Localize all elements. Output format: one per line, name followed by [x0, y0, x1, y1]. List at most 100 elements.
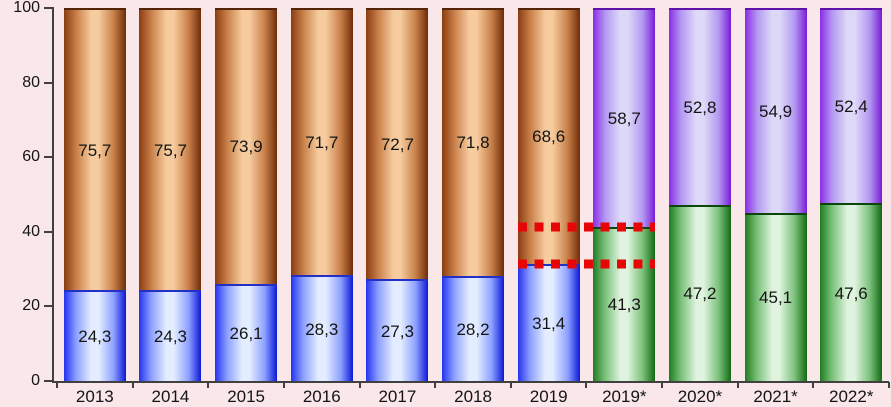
- top-segment: 72,7: [366, 8, 429, 280]
- y-axis-tick-label: 60: [22, 148, 40, 166]
- x-axis-category-label: 2019*: [602, 387, 647, 406]
- top-segment: 75,7: [139, 8, 202, 291]
- top-segment: 73,9: [215, 8, 278, 284]
- bottom-segment-value-label: 27,3: [380, 321, 414, 341]
- top-segment: 75,7: [63, 8, 126, 291]
- top-segment-value-label: 68,6: [532, 127, 566, 147]
- bar-slot: 52,4 47,6: [813, 8, 889, 381]
- x-axis-tick: [56, 382, 58, 388]
- top-segment: 52,4: [820, 8, 883, 204]
- x-axis-line: [52, 381, 889, 383]
- top-segment-value-label: 58,7: [607, 108, 641, 128]
- bar-slot: 71,8 28,2: [435, 8, 511, 381]
- bars-area: 75,7 24,3 75,7 24,3 73,9 26,1 71,7 28,3 72,7 27,3…: [57, 8, 889, 381]
- x-axis-category-label: 2016: [302, 387, 341, 406]
- y-axis-tick-label: 80: [22, 73, 40, 91]
- stacked-bar: 52,4 47,6: [820, 8, 883, 381]
- x-axis-tick: [585, 382, 588, 388]
- x-axis-category-label: 2020*: [677, 387, 723, 406]
- bar-slot: 75,7 24,3: [133, 8, 209, 381]
- bottom-segment: 28,2: [442, 275, 505, 381]
- bottom-segment: 47,6: [820, 203, 883, 381]
- top-segment: 52,8: [668, 8, 731, 205]
- x-axis-category-label: 2017: [378, 387, 417, 406]
- bottom-segment: 28,3: [290, 275, 353, 381]
- x-axis-tick: [131, 382, 134, 388]
- red-dashed-annotation-line: [517, 222, 656, 232]
- x-axis-category-label: 2013: [75, 387, 114, 406]
- top-segment-value-label: 54,9: [759, 101, 793, 121]
- bottom-segment-value-label: 45,1: [759, 288, 793, 308]
- bottom-segment: 27,3: [366, 279, 429, 381]
- y-axis-tick: [44, 380, 52, 382]
- x-axis-tick: [434, 382, 437, 388]
- bottom-segment-value-label: 41,3: [607, 295, 641, 315]
- top-segment-value-label: 52,8: [683, 97, 717, 117]
- bottom-segment-value-label: 28,2: [456, 319, 490, 339]
- bar-slot: 73,9 26,1: [208, 8, 284, 381]
- top-segment-value-label: 75,7: [78, 140, 112, 160]
- bar-slot: 75,7 24,3: [57, 8, 133, 381]
- top-segment-value-label: 75,7: [153, 140, 187, 160]
- x-axis-tick: [661, 382, 664, 388]
- top-segment-value-label: 72,7: [380, 135, 414, 155]
- stacked-bar: 54,9 45,1: [744, 8, 807, 381]
- top-segment-value-label: 52,4: [834, 97, 868, 117]
- bottom-segment-value-label: 28,3: [305, 319, 339, 339]
- top-segment: 71,7: [290, 8, 353, 276]
- x-axis-category-label: 2019: [529, 387, 568, 406]
- x-axis-tick: [736, 382, 739, 388]
- bottom-segment: 24,3: [139, 290, 202, 381]
- bottom-segment-value-label: 47,6: [834, 283, 868, 303]
- stacked-bar: 71,7 28,3: [290, 8, 353, 381]
- y-axis-tick: [44, 230, 52, 233]
- bottom-segment-value-label: 31,4: [532, 313, 566, 333]
- bottom-segment-value-label: 24,3: [78, 327, 112, 347]
- x-axis-ticks: [56, 382, 890, 389]
- top-segment: 68,6: [517, 8, 580, 264]
- stacked-bar: 58,7 41,3: [593, 8, 656, 381]
- bar-slot: 72,7 27,3: [360, 8, 436, 381]
- y-axis-tick: [44, 7, 52, 9]
- y-axis-tick-label: 100: [13, 0, 40, 16]
- y-axis-tick-label: 0: [31, 372, 40, 389]
- y-axis-tick-label: 20: [22, 297, 40, 315]
- x-axis-tick: [207, 382, 210, 388]
- top-segment-value-label: 73,9: [229, 137, 263, 157]
- bottom-segment: 24,3: [63, 290, 126, 381]
- x-axis-tick: [509, 382, 512, 388]
- x-axis-category-label: 2022*: [829, 387, 874, 406]
- y-axis-line: [52, 7, 54, 383]
- y-axis-tick: [44, 305, 52, 308]
- y-axis-tick: [44, 156, 52, 159]
- top-segment-value-label: 71,8: [456, 133, 490, 153]
- stacked-bar: 68,6 31,4: [517, 8, 580, 381]
- bar-slot: 52,8 47,2: [662, 8, 738, 381]
- top-segment: 71,8: [442, 8, 505, 276]
- bottom-segment-value-label: 24,3: [153, 327, 187, 347]
- bar-slot: 68,6 31,4: [511, 8, 587, 381]
- x-axis-tick: [358, 382, 361, 388]
- stacked-bar: 52,8 47,2: [668, 8, 731, 381]
- x-axis-category-label: 2015: [227, 387, 266, 406]
- stacked-bar: 75,7 24,3: [139, 8, 202, 381]
- stacked-bar: 75,7 24,3: [63, 8, 126, 381]
- bottom-segment: 45,1: [744, 212, 807, 381]
- bar-slot: 71,7 28,3: [284, 8, 360, 381]
- bottom-segment-value-label: 26,1: [229, 323, 263, 343]
- x-axis-category-label: 2014: [151, 387, 190, 406]
- x-axis-tick: [282, 382, 285, 388]
- bottom-segment: 41,3: [593, 226, 656, 381]
- y-axis: 0 20 40 60 80 100: [0, 0, 52, 389]
- red-dashed-annotation-line: [517, 259, 656, 269]
- bottom-segment-value-label: 47,2: [683, 284, 717, 304]
- stacked-bar: 72,7 27,3: [366, 8, 429, 381]
- top-segment: 58,7: [593, 8, 656, 227]
- bottom-segment: 31,4: [517, 263, 580, 381]
- stacked-bar: 71,8 28,2: [442, 8, 505, 381]
- x-axis-category-label: 2018: [454, 387, 492, 406]
- bar-slot: 58,7 41,3: [586, 8, 662, 381]
- bottom-segment: 47,2: [668, 204, 731, 381]
- y-axis-tick-label: 40: [22, 222, 40, 240]
